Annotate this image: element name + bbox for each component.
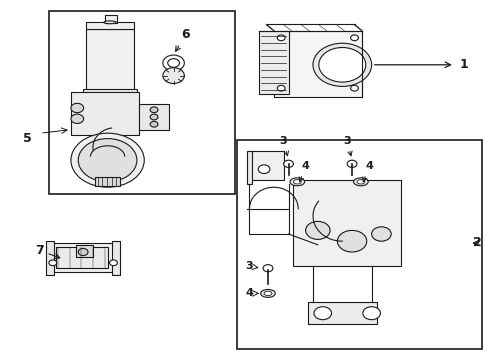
Circle shape [71, 114, 83, 123]
Text: 2: 2 [472, 237, 481, 249]
Circle shape [49, 260, 57, 266]
Bar [112, 241, 120, 275]
Ellipse shape [104, 21, 116, 24]
Circle shape [150, 107, 158, 113]
Circle shape [337, 230, 366, 252]
Bar [49, 11, 234, 194]
Ellipse shape [293, 180, 301, 184]
Text: 6: 6 [175, 28, 190, 51]
Bar [246, 151, 251, 184]
Circle shape [150, 114, 158, 120]
Circle shape [163, 68, 184, 84]
Bar [85, 22, 134, 29]
Ellipse shape [264, 291, 271, 296]
Circle shape [78, 139, 137, 182]
Circle shape [346, 160, 356, 167]
Text: 3: 3 [279, 136, 288, 156]
Circle shape [283, 160, 293, 167]
Bar [83, 89, 137, 94]
Circle shape [350, 85, 358, 91]
Text: 4: 4 [362, 161, 372, 182]
Bar [237, 140, 481, 349]
Text: 5: 5 [22, 132, 31, 145]
Circle shape [258, 165, 269, 174]
Bar [49, 243, 117, 272]
Circle shape [277, 85, 285, 91]
Bar [249, 151, 283, 180]
Circle shape [277, 35, 285, 41]
Bar [259, 31, 288, 94]
Text: 3: 3 [343, 136, 351, 156]
Text: 7: 7 [35, 244, 60, 258]
Text: 4: 4 [299, 161, 309, 182]
Bar [293, 180, 400, 266]
Bar [105, 15, 117, 23]
Text: 3: 3 [245, 261, 253, 271]
Text: 4: 4 [245, 288, 253, 298]
Ellipse shape [260, 289, 275, 297]
Circle shape [318, 48, 365, 82]
Bar [46, 241, 54, 275]
Bar [95, 177, 120, 186]
Circle shape [150, 121, 158, 127]
Circle shape [312, 43, 371, 86]
Circle shape [109, 260, 117, 266]
Ellipse shape [353, 178, 367, 186]
Bar [139, 104, 168, 130]
Circle shape [263, 265, 272, 272]
Circle shape [78, 248, 88, 256]
Circle shape [305, 221, 329, 239]
Bar [307, 302, 376, 324]
Circle shape [313, 307, 331, 320]
Circle shape [71, 103, 83, 113]
Circle shape [71, 133, 144, 187]
Circle shape [350, 35, 358, 41]
Bar [273, 31, 361, 97]
Bar [76, 245, 93, 257]
Ellipse shape [356, 180, 364, 184]
Text: 1: 1 [459, 58, 468, 71]
Bar [71, 92, 139, 135]
Circle shape [362, 307, 380, 320]
Circle shape [371, 227, 390, 241]
Ellipse shape [289, 178, 304, 186]
Bar [85, 29, 134, 92]
Bar [56, 247, 107, 268]
